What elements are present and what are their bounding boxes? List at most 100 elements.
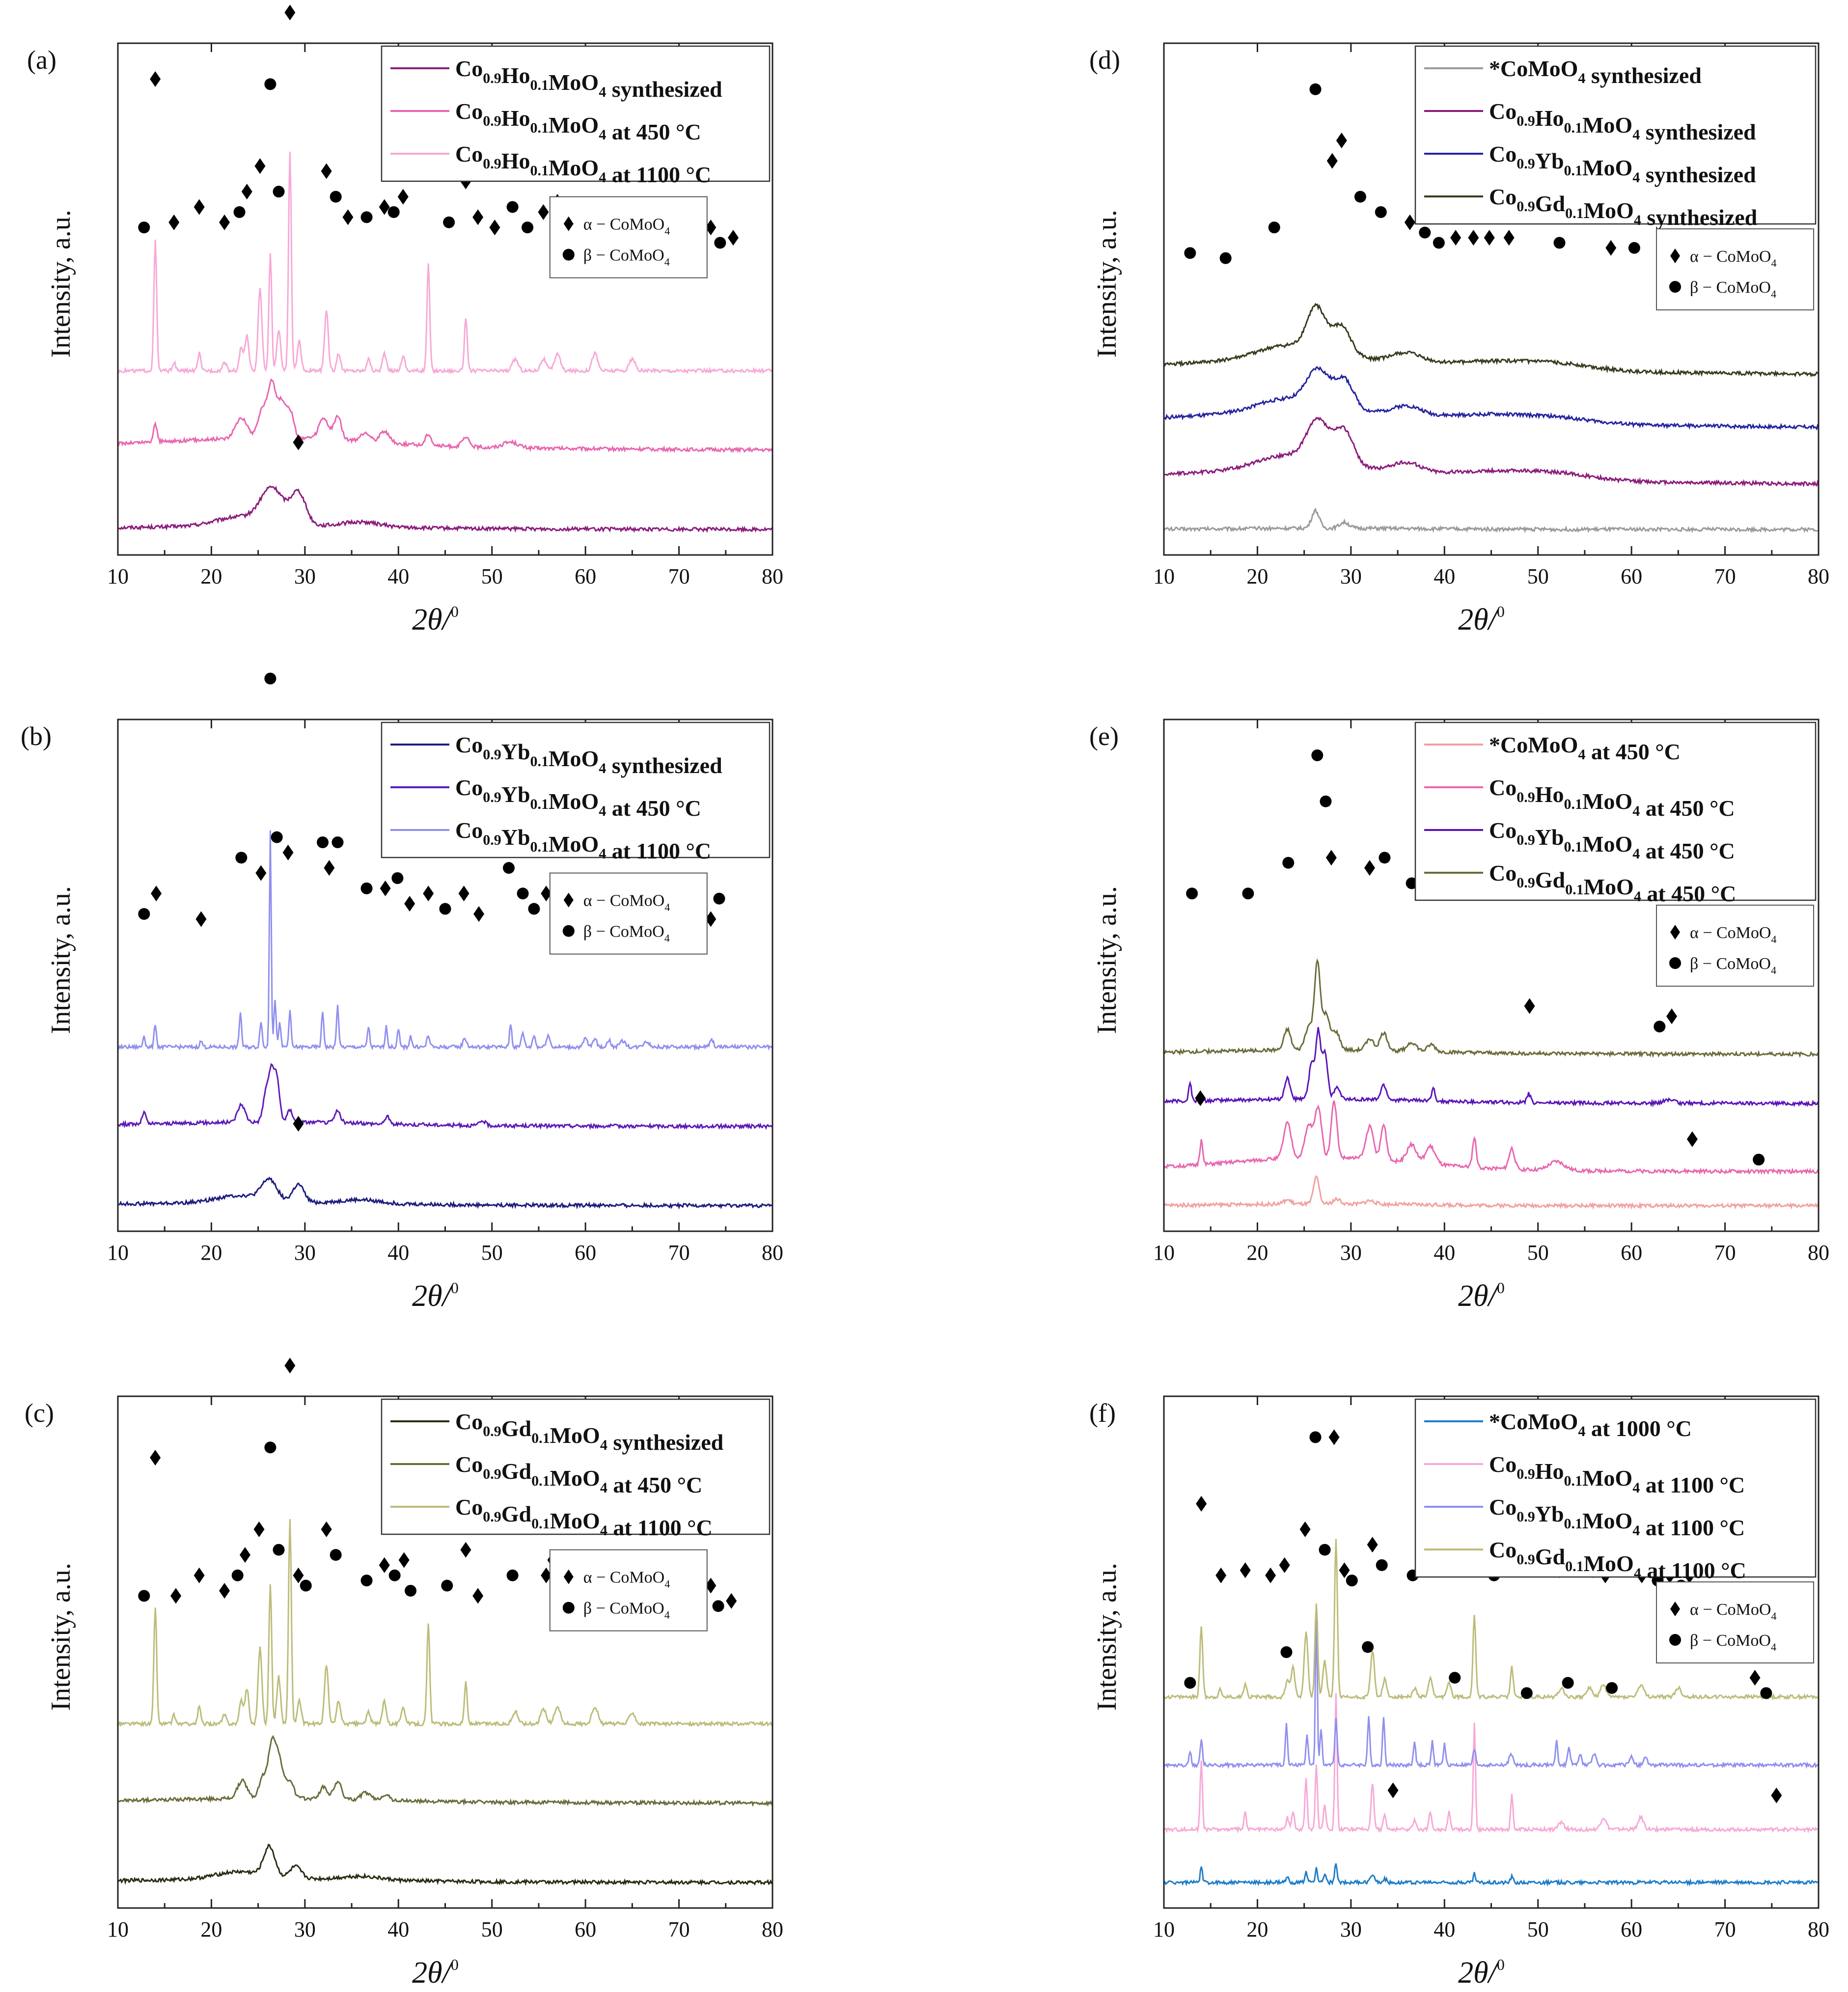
alpha-marker (219, 214, 230, 230)
alpha-marker (1325, 850, 1337, 866)
legend-entry: Co0.9Ho0.1MoO4 at 1100 °C (455, 141, 711, 187)
legend-entry: Co0.9Gd0.1MoO4 synthesized (1489, 184, 1758, 230)
legend-entry: Co0.9Gd0.1MoO4 at 1100 °C (455, 1494, 713, 1540)
x-tick-label: 50 (481, 1917, 503, 1941)
alpha-marker (1196, 1495, 1207, 1512)
alpha-marker (293, 434, 304, 450)
beta-marker (443, 216, 455, 228)
x-tick-label: 40 (1434, 564, 1455, 588)
beta-marker (439, 903, 451, 915)
alpha-marker (1484, 229, 1495, 246)
beta-marker (138, 1590, 150, 1602)
beta-marker (1606, 1682, 1618, 1694)
beta-marker (1319, 1544, 1331, 1556)
beta-marker (330, 1549, 342, 1561)
alpha-marker (253, 1521, 265, 1537)
alpha-marker (284, 1357, 296, 1374)
beta-marker (441, 1579, 453, 1592)
y-axis-title: Intensity, a.u. (1092, 886, 1122, 1034)
beta-marker (388, 1569, 401, 1581)
x-tick-label: 20 (200, 1917, 222, 1941)
series-line-1 (1163, 1175, 1819, 1210)
legend-entry: *CoMoO4 at 450 °C (1489, 732, 1681, 764)
x-tick-label: 60 (1621, 564, 1642, 588)
x-axis-title: 2θ/0 (1458, 603, 1505, 636)
x-tick-label: 20 (1246, 1917, 1268, 1941)
series-line-2 (117, 1063, 773, 1131)
series-legend (1414, 45, 1817, 225)
alpha-marker (1328, 1429, 1340, 1445)
beta-marker (1760, 1687, 1772, 1699)
x-tick-label: 80 (762, 1241, 783, 1265)
x-tick-label: 70 (1714, 1241, 1736, 1265)
beta-marker (502, 862, 515, 874)
alpha-marker (284, 4, 296, 21)
alpha-marker (1367, 1537, 1378, 1553)
alpha-legend-icon (1670, 925, 1680, 940)
beta-marker (522, 221, 534, 234)
x-tick-label: 30 (1340, 564, 1362, 588)
beta-marker (1186, 887, 1198, 900)
panel-b: (b) 10 20 30 40 50 60 70 80 Intensity, a.u. 2θ/0 Co… (21, 672, 783, 1313)
series-line-3 (117, 830, 773, 1051)
x-tick-label: 30 (294, 564, 316, 588)
alpha-marker (472, 209, 484, 225)
x-axis-title: 2θ/0 (1458, 1279, 1505, 1313)
legend-entry: Co0.9Yb0.1MoO4 at 450 °C (455, 775, 701, 821)
x-tick-label: 80 (762, 1917, 783, 1941)
beta-marker (233, 206, 246, 218)
beta-marker (264, 78, 276, 90)
beta-marker (1433, 237, 1445, 249)
beta-marker (713, 892, 725, 905)
alpha-marker (150, 1450, 161, 1466)
alpha-marker (404, 896, 415, 912)
alpha-marker (293, 1116, 304, 1132)
alpha-marker (1503, 229, 1515, 246)
alpha-marker (239, 1547, 250, 1563)
legend-entry: Co0.9Gd0.1MoO4 synthesized (455, 1409, 724, 1455)
beta-marker (528, 903, 540, 915)
alpha-marker (1265, 1567, 1276, 1583)
series-line-1 (117, 485, 773, 533)
alpha-legend-label: α − CoMoO4 (1690, 924, 1776, 945)
beta-marker (1268, 221, 1280, 234)
alpha-marker (193, 1567, 205, 1583)
x-axis-title: 2θ/0 (412, 603, 459, 636)
series-line-3 (117, 1519, 773, 1728)
beta-marker (264, 1441, 276, 1454)
panel-letter: (e) (1089, 721, 1119, 751)
alpha-marker (379, 199, 390, 215)
x-tick-label: 60 (575, 1917, 596, 1941)
beta-marker (1184, 247, 1196, 259)
marker-legend (549, 196, 708, 278)
y-axis-title: Intensity, a.u. (1092, 210, 1122, 358)
x-tick-label: 80 (1808, 564, 1829, 588)
beta-marker (1375, 206, 1387, 218)
panel-letter: (f) (1089, 1398, 1116, 1428)
x-axis-title: 2θ/0 (412, 1279, 459, 1313)
alpha-marker (541, 885, 552, 902)
alpha-marker (1336, 132, 1347, 148)
beta-marker (1282, 857, 1295, 869)
beta-marker (1309, 1431, 1322, 1443)
alpha-legend-icon (563, 892, 574, 908)
beta-marker (1654, 1021, 1666, 1033)
x-tick-label: 70 (1714, 564, 1736, 588)
beta-legend-label: β − CoMoO4 (583, 247, 670, 268)
beta-marker (1346, 1575, 1358, 1587)
y-axis-title: Intensity, a.u. (46, 210, 76, 358)
alpha-marker (1195, 1090, 1206, 1107)
alpha-marker (1387, 1782, 1399, 1798)
legend-entry: Co0.9Yb0.1MoO4 at 450 °C (1489, 818, 1735, 863)
x-tick-label: 10 (1153, 564, 1175, 588)
panel-c: (c) 10 20 30 40 50 60 70 80 Intensity, a.u. 2θ/0 Co… (25, 1357, 783, 1990)
beta-marker (1354, 191, 1366, 203)
beta-legend-icon (1669, 957, 1681, 969)
beta-marker (330, 191, 342, 203)
x-tick-label: 40 (1434, 1917, 1455, 1941)
alpha-marker (254, 158, 266, 174)
beta-legend-label: β − CoMoO4 (583, 923, 670, 944)
beta-marker (506, 201, 519, 213)
legend-entry: Co0.9Ho0.1MoO4 at 1100 °C (1489, 1452, 1745, 1497)
